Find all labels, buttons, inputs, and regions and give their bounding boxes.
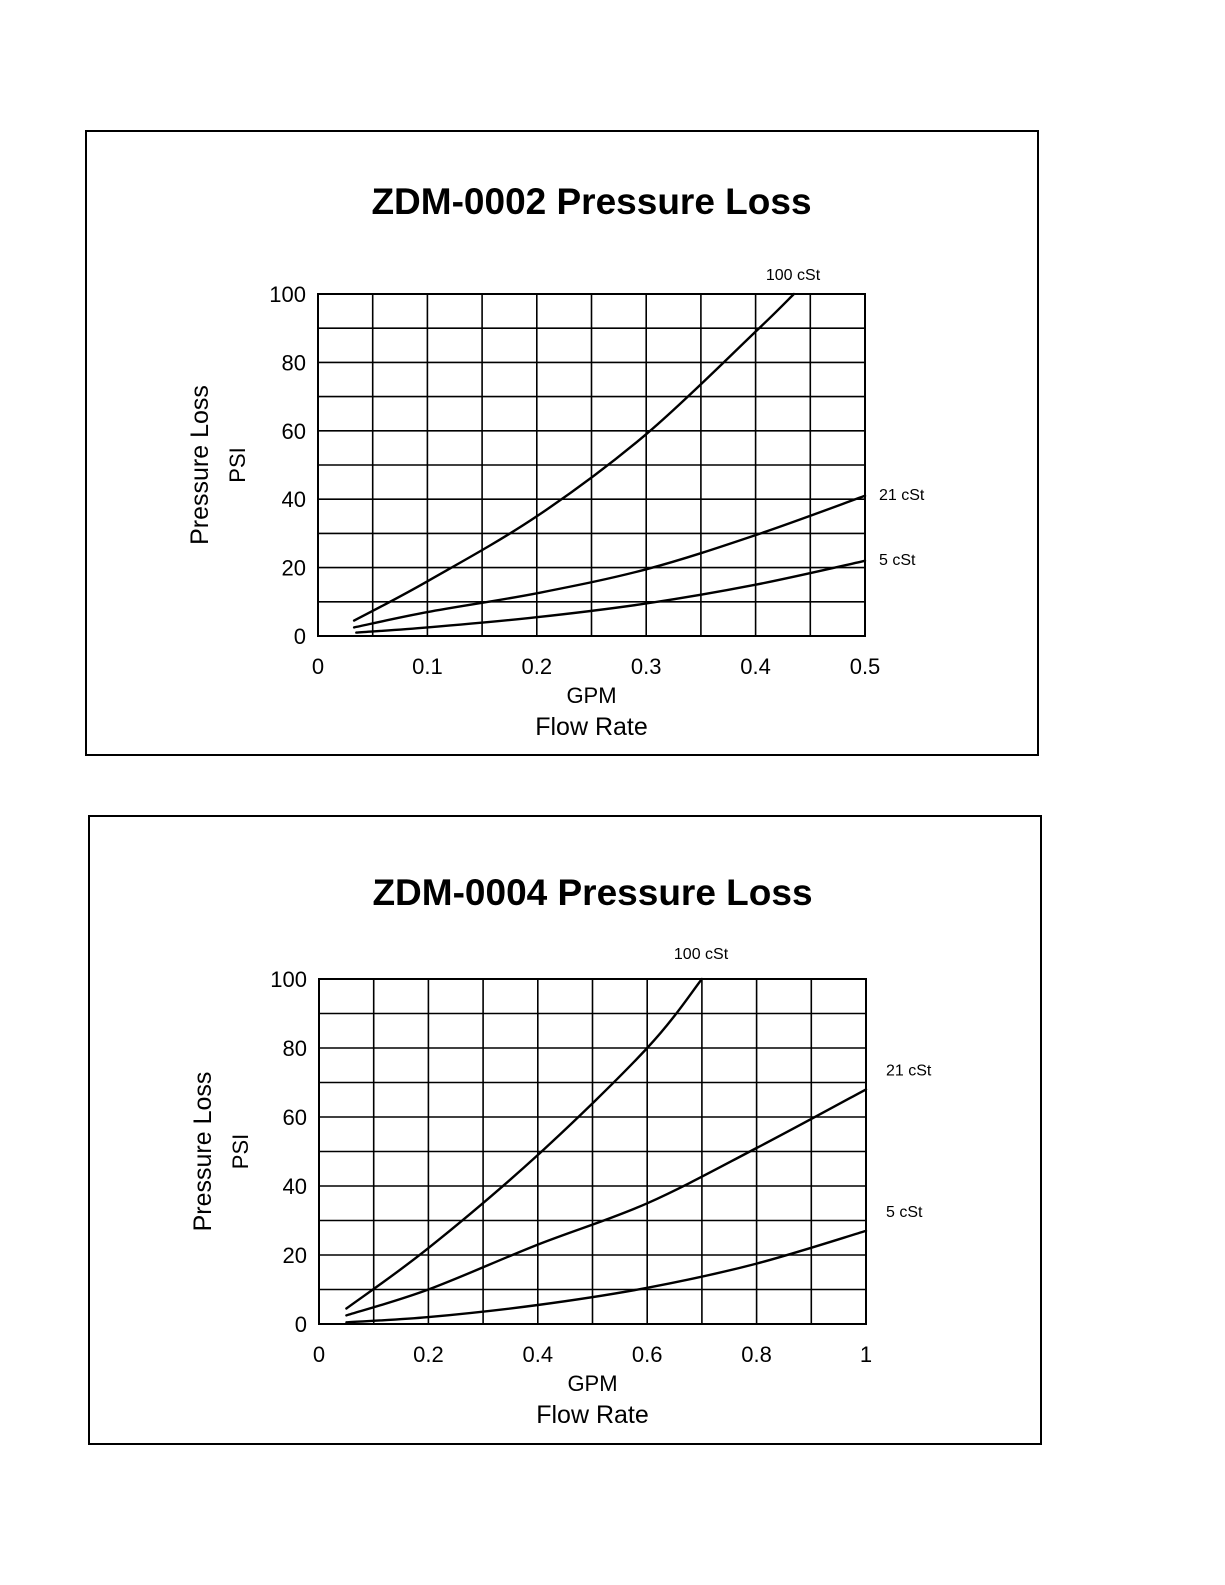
series-line-21-cst	[345, 1088, 868, 1317]
chart-title: ZDM-0002 Pressure Loss	[371, 181, 811, 222]
y-axis-label: Pressure Loss	[189, 1072, 217, 1232]
x-tick-label: 0.1	[412, 654, 443, 679]
y-tick-label: 80	[283, 1036, 307, 1061]
chart-panel-zdm-0002: ZDM-0002 Pressure Loss 0 20 40 60 80 100 0 0.1 0.…	[85, 130, 1039, 756]
x-tick-label: 0.8	[741, 1342, 772, 1367]
plot-frame	[318, 978, 867, 1325]
y-tick-label: 0	[295, 1312, 307, 1337]
x-tick-label: 1	[860, 1342, 872, 1367]
y-tick-label: 100	[270, 967, 307, 992]
y-tick-label: 40	[283, 1174, 307, 1199]
series-label-5-cst: 5 cSt	[886, 1204, 923, 1221]
x-tick-label: 0.4	[523, 1342, 554, 1367]
chart-title: ZDM-0004 Pressure Loss	[372, 872, 812, 913]
y-tick-label: 100	[269, 282, 306, 307]
x-axis-label: Flow Rate	[535, 713, 648, 741]
y-tick-label: 0	[294, 624, 306, 649]
x-axis-unit-label: GPM	[567, 1371, 617, 1396]
x-axis-label: Flow Rate	[536, 1401, 649, 1429]
chart-zdm-0004: ZDM-0004 Pressure Loss 0 20 40 60 80 100 0 0.2 0.…	[189, 872, 932, 1429]
x-axis-unit-label: GPM	[566, 683, 616, 708]
plot-frame	[317, 293, 866, 637]
x-tick-label: 0.2	[413, 1342, 444, 1367]
chart-panel-zdm-0004: ZDM-0004 Pressure Loss 0 20 40 60 80 100 0 0.2 0.…	[88, 815, 1042, 1445]
x-tick-label: 0.4	[740, 654, 771, 679]
series-line-21-cst	[352, 494, 867, 629]
series-line-100-cst	[352, 292, 796, 622]
chart-zdm-0002: ZDM-0002 Pressure Loss 0 20 40 60 80 100 0 0.1 0.…	[186, 181, 925, 741]
x-tick-label: 0	[313, 1342, 325, 1367]
y-tick-label: 20	[283, 1243, 307, 1268]
y-tick-label: 60	[283, 1105, 307, 1130]
x-tick-label: 0.6	[632, 1342, 663, 1367]
x-tick-label: 0	[312, 654, 324, 679]
series-label-100-cst: 100 cSt	[674, 946, 729, 963]
y-tick-label: 20	[282, 556, 306, 581]
grid	[319, 979, 866, 1324]
x-tick-label: 0.2	[522, 654, 553, 679]
y-axis-unit-label: PSI	[225, 447, 250, 482]
y-axis-unit-label: PSI	[228, 1134, 253, 1169]
series-label-5-cst: 5 cSt	[879, 552, 916, 569]
y-tick-label: 60	[282, 419, 306, 444]
series-line-5-cst	[355, 559, 867, 634]
series-label-21-cst: 21 cSt	[879, 487, 925, 504]
y-tick-label: 40	[282, 487, 306, 512]
y-tick-label: 80	[282, 350, 306, 375]
y-axis-label: Pressure Loss	[186, 385, 214, 545]
series-label-100-cst: 100 cSt	[766, 267, 821, 284]
series-line-5-cst	[345, 1229, 868, 1324]
grid	[318, 294, 865, 636]
x-tick-label: 0.5	[850, 654, 881, 679]
x-tick-label: 0.3	[631, 654, 662, 679]
series-label-21-cst: 21 cSt	[886, 1062, 932, 1079]
series-line-100-cst	[345, 977, 704, 1310]
